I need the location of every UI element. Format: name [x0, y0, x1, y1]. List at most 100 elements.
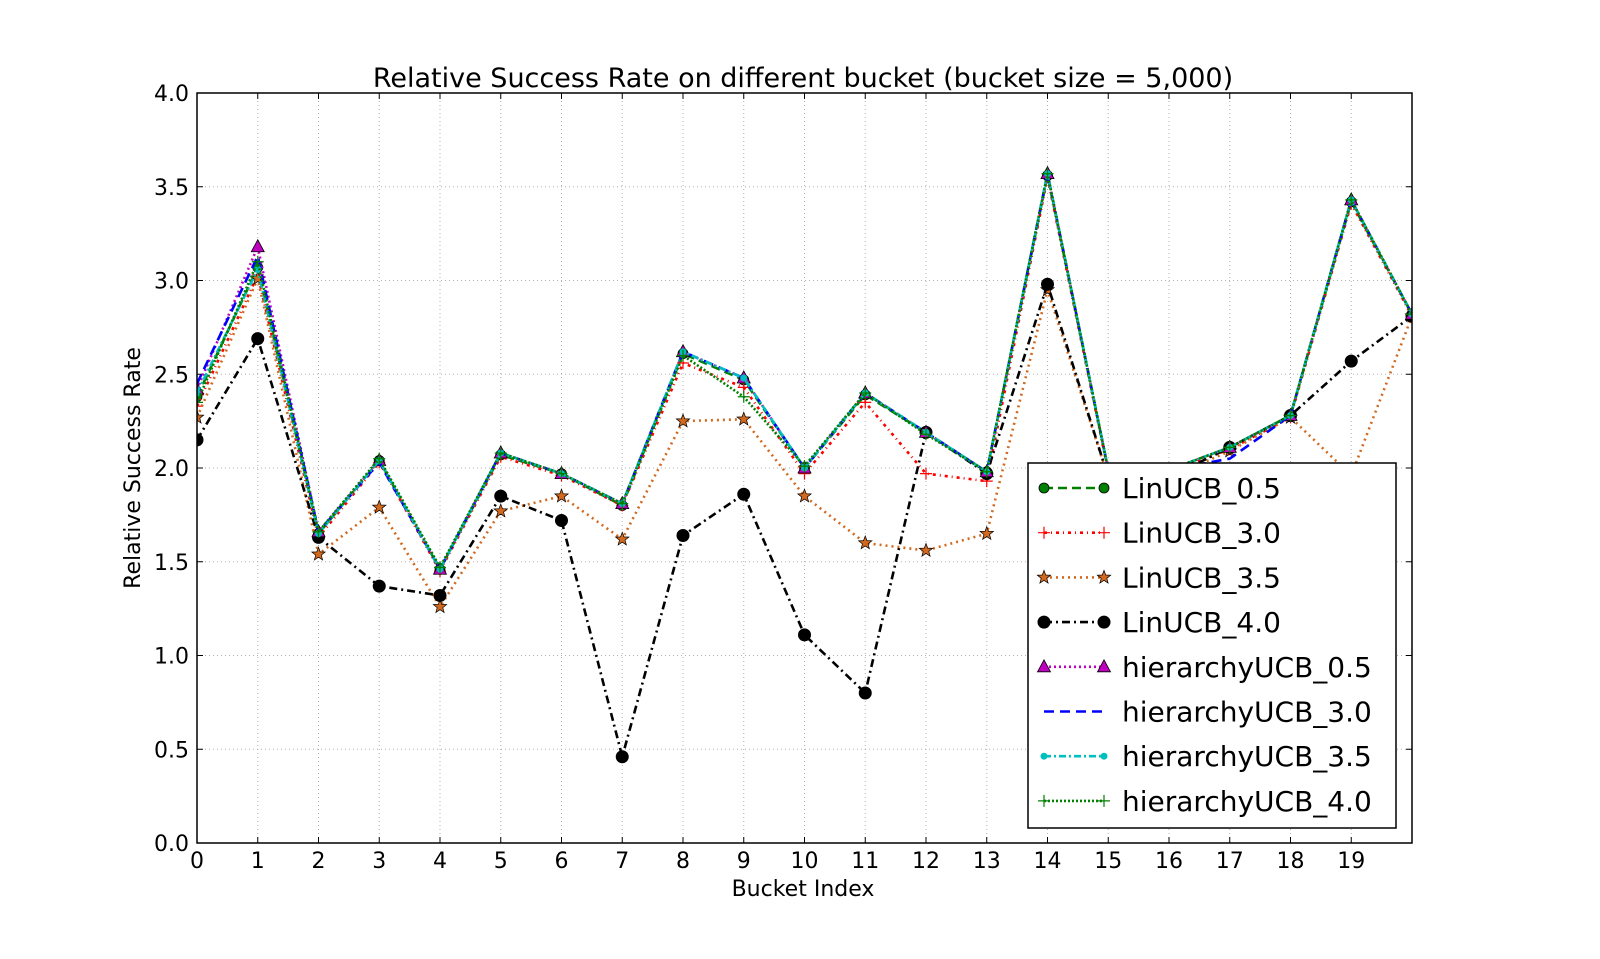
data-point — [1038, 794, 1050, 807]
data-point — [251, 332, 265, 346]
x-tick-label: 3 — [372, 849, 386, 874]
data-point — [1038, 482, 1050, 494]
legend-item: LinUCB_4.0 — [1037, 606, 1281, 639]
plot-frame — [196, 92, 1413, 844]
data-point — [1041, 277, 1054, 291]
y-tick-label: 3.0 — [154, 270, 189, 295]
data-point — [1036, 658, 1052, 673]
y-tick-label: 0.5 — [154, 738, 189, 763]
data-point — [432, 598, 448, 614]
data-point — [614, 531, 630, 546]
data-point — [1038, 526, 1050, 539]
legend-label: hierarchyUCB_3.0 — [1122, 696, 1372, 729]
x-tick-label: 2 — [312, 849, 326, 874]
x-axis-label: Bucket Index — [732, 877, 875, 902]
data-point — [737, 390, 750, 403]
legend-item: LinUCB_3.0 — [1038, 517, 1281, 550]
data-point — [197, 409, 205, 424]
data-point — [197, 433, 204, 447]
data-point — [920, 467, 932, 480]
data-point — [494, 447, 507, 459]
data-point — [553, 488, 570, 503]
data-point — [979, 525, 995, 541]
x-tick-label: 19 — [1337, 849, 1365, 874]
data-point — [859, 387, 872, 399]
data-point — [251, 255, 264, 268]
data-point — [1098, 482, 1110, 494]
series-lines — [197, 165, 1412, 764]
x-tick-label: 1 — [251, 849, 265, 874]
x-tick-label: 15 — [1094, 849, 1122, 874]
data-point — [1037, 615, 1051, 629]
data-point — [1097, 615, 1111, 629]
data-point — [736, 411, 752, 426]
data-point — [1096, 569, 1112, 584]
data-point — [197, 400, 203, 413]
x-tick-label: 14 — [1034, 849, 1062, 874]
data-point — [740, 374, 748, 382]
data-point — [918, 542, 934, 557]
data-point — [1223, 441, 1236, 454]
legend-item: LinUCB_3.5 — [1036, 561, 1281, 594]
x-tick-label: 9 — [737, 849, 751, 874]
data-point — [1406, 308, 1412, 321]
data-point — [372, 579, 386, 593]
data-point — [197, 396, 203, 409]
y-tick-label: 2.0 — [154, 457, 189, 482]
series-line — [197, 177, 1412, 574]
data-point — [494, 489, 508, 503]
data-point — [555, 467, 568, 480]
data-point — [616, 497, 629, 510]
legend-item: hierarchyUCB_0.5 — [1036, 651, 1372, 684]
data-point — [677, 349, 689, 362]
data-point — [493, 503, 509, 518]
legend: LinUCB_0.5 LinUCB_3.0 LinUCB_3.5 LinUCB_4.0… — [1027, 462, 1397, 829]
y-tick-label: 2.5 — [154, 363, 189, 388]
x-tick-label: 13 — [973, 849, 1001, 874]
y-tick-label: 4.0 — [154, 82, 189, 107]
legend-item: hierarchyUCB_4.0 — [1038, 785, 1372, 818]
y-tick-label: 3.5 — [154, 176, 189, 201]
x-tick-label: 8 — [676, 849, 690, 874]
y-tick-label: 1.0 — [154, 645, 189, 670]
data-point — [1100, 752, 1108, 760]
data-point — [254, 265, 262, 273]
y-tick-label: 1.5 — [154, 551, 189, 576]
data-point — [1098, 526, 1110, 539]
legend-item: hierarchyUCB_3.0 — [1044, 696, 1372, 729]
data-point — [310, 546, 327, 561]
legend-box — [1027, 462, 1397, 829]
data-point — [1041, 167, 1054, 180]
data-point — [980, 465, 993, 478]
data-point — [676, 529, 690, 542]
x-tick-label: 11 — [851, 849, 879, 874]
data-point — [1344, 354, 1358, 368]
x-tick-label: 12 — [912, 849, 940, 874]
data-point — [434, 561, 446, 574]
data-point — [312, 525, 325, 538]
data-point — [857, 535, 873, 550]
x-tick-label: 7 — [615, 849, 629, 874]
axis-ticks: 0 1 2 3 4 5 6 7 8 9 10 11 12 13 14 15 16 17 18 190.00.51.01… — [154, 82, 1412, 874]
data-point — [737, 487, 751, 501]
x-tick-label: 16 — [1155, 849, 1183, 874]
x-tick-label: 6 — [555, 849, 569, 874]
x-tick-label: 5 — [494, 849, 508, 874]
legend-label: hierarchyUCB_4.0 — [1122, 785, 1372, 818]
legend-item: hierarchyUCB_3.5 — [1040, 740, 1372, 773]
data-point — [798, 628, 811, 642]
data-point — [675, 413, 691, 428]
x-tick-label: 18 — [1277, 849, 1305, 874]
legend-label: LinUCB_3.0 — [1122, 517, 1281, 550]
legend-label: LinUCB_3.5 — [1122, 561, 1281, 594]
data-point — [373, 452, 386, 465]
legend-item: LinUCB_0.5 — [1038, 472, 1281, 505]
y-axis-label: Relative Success Rate — [121, 347, 146, 589]
data-point — [1036, 569, 1052, 584]
y-tick-label: 0.0 — [154, 832, 189, 857]
data-point — [250, 238, 265, 253]
legend-label: LinUCB_0.5 — [1122, 472, 1281, 505]
data-point — [796, 488, 813, 503]
data-point — [1096, 658, 1112, 673]
chart-title: Relative Success Rate on different bucke… — [373, 63, 1233, 94]
